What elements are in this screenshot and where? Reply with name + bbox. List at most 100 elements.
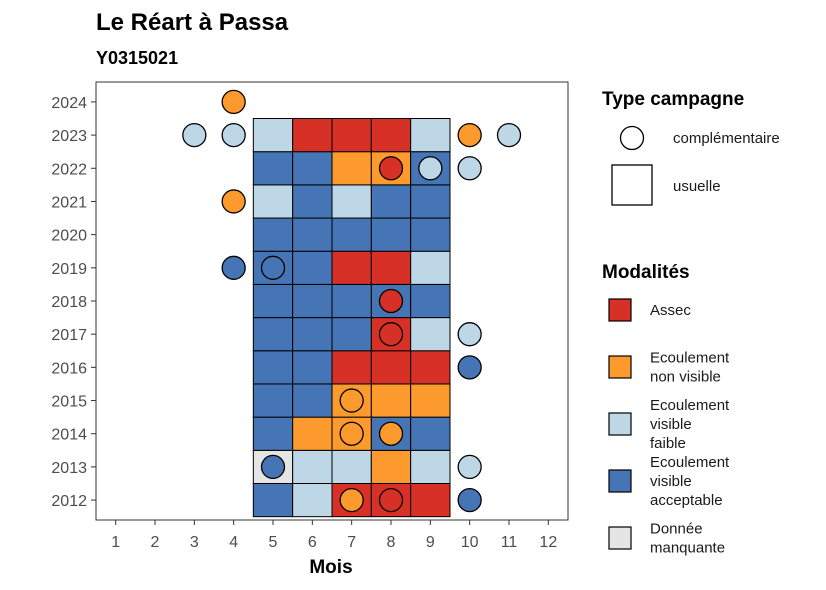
tile-2014-6 [292, 416, 333, 451]
tile-2013-9 [410, 449, 451, 485]
y-tick-label-2023: 2023 [51, 128, 87, 145]
legend-label-usuelle: usuelle [673, 178, 721, 195]
y-tick-label-2016: 2016 [51, 360, 87, 377]
y-tick-label-2015: 2015 [51, 394, 87, 411]
point-2014-8 [378, 421, 404, 446]
tile-2018-7 [331, 283, 372, 319]
tile-2020-7 [331, 217, 372, 252]
tile-2013-7 [331, 449, 372, 485]
tile-2023-5 [252, 118, 294, 153]
point-2023-4 [221, 122, 246, 148]
tile-2019-7 [331, 250, 372, 285]
tile-2020-9 [410, 217, 451, 252]
point-2017-10 [457, 322, 482, 347]
point-2015-7 [339, 388, 364, 413]
x-tick-label-11: 11 [501, 534, 518, 551]
point-2018-8 [378, 288, 404, 314]
tile-2015-9 [410, 383, 451, 418]
y-tick-label-2017: 2017 [51, 327, 87, 344]
tile-2012-5 [252, 483, 294, 518]
y-tick-label-2019: 2019 [51, 261, 87, 278]
x-tick-label-1: 1 [111, 534, 120, 551]
point-2016-10 [457, 355, 482, 380]
point-2023-3 [182, 122, 207, 148]
tile-2023-8 [370, 118, 412, 153]
tile-2016-8 [370, 350, 412, 385]
complementary-points [182, 89, 522, 513]
legend-swatch-donnee_manquante [608, 526, 632, 550]
tile-2012-9 [410, 483, 451, 518]
x-tick-label-7: 7 [347, 534, 356, 551]
y-tick-label-2018: 2018 [51, 294, 87, 311]
tile-2017-6 [292, 317, 333, 352]
point-2023-10 [457, 122, 482, 148]
tile-2016-5 [252, 350, 294, 385]
legend-circle-icon [619, 125, 645, 151]
tile-2018-9 [410, 283, 451, 319]
tile-2019-9 [410, 250, 451, 285]
x-tick-label-12: 12 [539, 534, 557, 551]
legend-label-ecoulement_visible_faible: visible [650, 416, 692, 433]
tile-2021-9 [410, 184, 451, 219]
legend-label-ecoulement_visible_acceptable: Ecoulement [650, 454, 730, 471]
x-tick-label-10: 10 [461, 534, 479, 551]
tile-2022-7 [331, 151, 372, 186]
legend-label-assec: Assec [650, 302, 691, 319]
tile-2017-9 [410, 317, 451, 352]
tile-2015-6 [292, 383, 333, 418]
legend-modalites-title: Modalités [602, 262, 690, 283]
point-2022-9 [418, 156, 443, 181]
legend-swatch-ecoulement_visible_acceptable [608, 469, 632, 493]
point-2022-8 [378, 156, 404, 181]
y-tick-label-2021: 2021 [51, 194, 87, 211]
legend-square-icon [611, 164, 653, 206]
y-tick-label-2024: 2024 [51, 95, 87, 112]
y-tick-label-2020: 2020 [51, 228, 87, 245]
y-tick-label-2013: 2013 [51, 460, 87, 477]
y-axis: 2012 2013 2014 2015 2016 2017 2018 2019 2020 2021… [51, 95, 96, 510]
point-2019-5 [260, 255, 286, 280]
tile-2018-6 [292, 283, 333, 319]
tile-2022-5 [252, 151, 294, 186]
tile-2021-5 [252, 184, 294, 219]
point-2013-10 [457, 454, 482, 480]
legend-modalites: Modalités Assec Ecoulement non visible Ecou… [602, 262, 730, 557]
tile-2012-6 [292, 483, 333, 518]
usual-tiles [252, 118, 451, 518]
x-tick-label-8: 8 [387, 534, 396, 551]
tile-2013-8 [370, 449, 412, 485]
legend-campaign-type: Type campagne complémentaire usuelle [602, 89, 780, 206]
tile-2020-5 [252, 217, 294, 252]
legend-campaign-type-title: Type campagne [602, 89, 744, 110]
tile-2017-7 [331, 317, 372, 352]
tile-2015-8 [370, 383, 412, 418]
legend-label-donnee_manquante: Donnée [650, 521, 703, 538]
point-2014-7 [339, 421, 364, 446]
legend-label-ecoulement_non_visible: non visible [650, 369, 721, 386]
point-2023-11 [496, 122, 522, 148]
legend-label-ecoulement_visible_acceptable: visible [650, 473, 692, 490]
x-tick-label-5: 5 [269, 534, 278, 551]
tile-2018-5 [252, 283, 294, 319]
tile-2017-5 [252, 317, 294, 352]
legend-label-donnee_manquante: manquante [650, 540, 725, 557]
tile-2020-6 [292, 217, 333, 252]
tile-2019-6 [292, 250, 333, 285]
point-2022-10 [457, 156, 482, 181]
tile-2016-6 [292, 350, 333, 385]
legend-label-complementaire: complémentaire [673, 130, 780, 147]
tile-2021-6 [292, 184, 333, 219]
tile-2023-7 [331, 118, 372, 153]
legend-swatch-ecoulement_non_visible [608, 355, 632, 379]
point-2012-7 [339, 487, 364, 513]
x-tick-label-4: 4 [229, 534, 238, 551]
legend-label-ecoulement_visible_faible: Ecoulement [650, 397, 730, 414]
x-tick-label-9: 9 [426, 534, 435, 551]
tile-2021-8 [370, 184, 412, 219]
x-tick-label-3: 3 [190, 534, 199, 551]
tile-2022-6 [292, 151, 333, 186]
tile-2021-7 [331, 184, 372, 219]
tile-2016-7 [331, 350, 372, 385]
plot-area [95, 81, 569, 521]
